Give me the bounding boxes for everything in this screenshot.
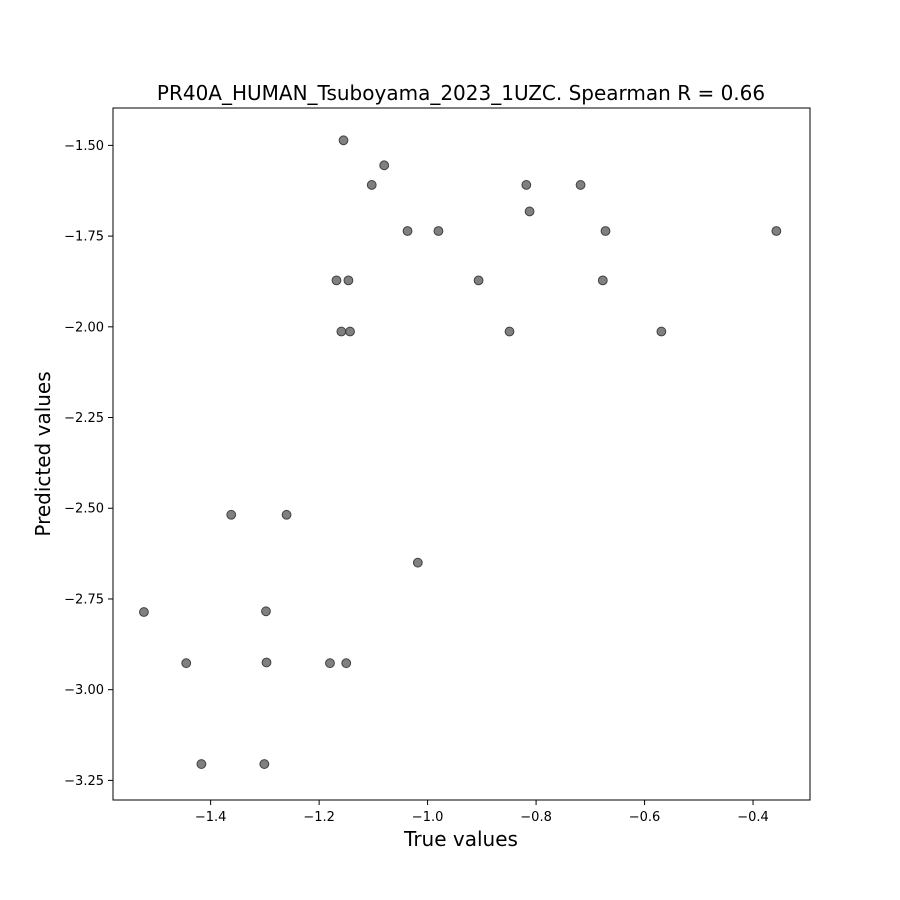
data-point xyxy=(345,326,355,337)
data-point xyxy=(325,658,335,669)
data-point xyxy=(259,759,270,769)
data-point xyxy=(331,275,342,286)
data-point xyxy=(433,226,444,236)
data-point xyxy=(226,509,237,520)
y-tick-label: −3.00 xyxy=(64,683,104,698)
y-tick-label: −1.75 xyxy=(64,230,104,245)
data-point xyxy=(338,135,349,146)
chart-title: PR40A_HUMAN_Tsuboyama_2023_1UZC. Spearma… xyxy=(157,81,765,105)
y-tick-label: −3.25 xyxy=(64,774,104,789)
data-point xyxy=(575,180,586,190)
data-point xyxy=(597,275,608,286)
y-tick-label: −2.25 xyxy=(64,411,104,426)
data-point xyxy=(656,326,667,337)
plot-frame xyxy=(112,107,811,801)
data-point xyxy=(379,160,390,171)
data-point xyxy=(281,509,292,520)
data-point xyxy=(139,607,149,617)
data-point xyxy=(261,657,272,668)
data-point xyxy=(181,658,192,669)
data-point xyxy=(261,606,271,617)
x-tick-label: −1.0 xyxy=(412,810,444,825)
y-tick-label: −2.75 xyxy=(64,592,104,607)
x-tick-label: −0.8 xyxy=(520,810,552,825)
data-point xyxy=(412,557,423,568)
data-point xyxy=(473,275,484,286)
x-tick-label: −0.4 xyxy=(737,810,769,825)
y-tick-label: −2.00 xyxy=(64,320,104,335)
x-tick-label: −0.6 xyxy=(629,810,661,825)
data-point xyxy=(521,180,532,190)
data-point xyxy=(402,226,413,236)
data-point xyxy=(600,226,611,236)
x-tick-label: −1.4 xyxy=(195,810,227,825)
y-axis-label: Predicted values xyxy=(31,371,55,536)
data-point xyxy=(524,206,535,217)
y-tick-label: −1.50 xyxy=(64,139,104,154)
data-point xyxy=(771,226,782,236)
data-point xyxy=(336,326,347,337)
x-tick-label: −1.2 xyxy=(303,810,335,825)
x-axis-label: True values xyxy=(403,827,518,851)
data-point xyxy=(343,275,354,286)
data-point xyxy=(341,658,352,669)
data-point xyxy=(504,326,515,337)
y-tick-label: −2.50 xyxy=(64,502,104,517)
data-point xyxy=(196,759,207,769)
data-points xyxy=(139,135,782,769)
data-point xyxy=(366,180,377,190)
axis-ticks: −1.4 −1.2 −1.0 −0.8 −0.6 −0.4 −1.50 −1.75 −2.00 −… xyxy=(64,139,769,825)
